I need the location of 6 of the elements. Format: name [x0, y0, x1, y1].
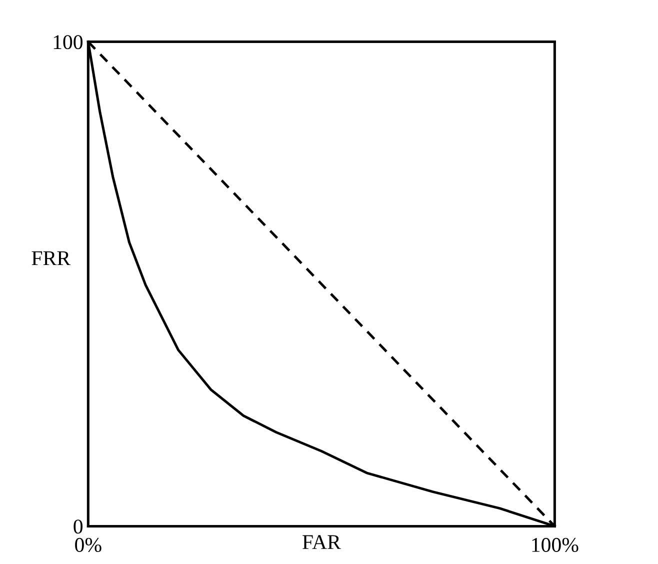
y-tick-label: 0: [74, 520, 83, 534]
x-axis-title: FAR: [302, 535, 341, 549]
x-tick-label: 0%: [75, 538, 102, 552]
y-axis-title: FRR: [32, 251, 71, 266]
y-tick-label: 100: [54, 35, 83, 50]
x-tick-label: 100%: [532, 538, 578, 552]
